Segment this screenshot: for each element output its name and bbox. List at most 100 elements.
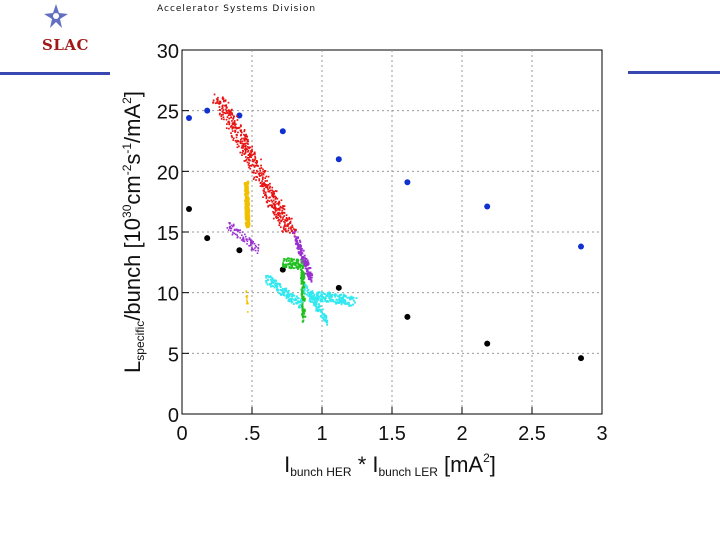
data-point: [245, 238, 248, 240]
data-point: [335, 284, 342, 291]
data-point: [304, 267, 307, 270]
data-point: [244, 134, 246, 137]
data-point: [294, 297, 297, 300]
data-point: [250, 239, 253, 242]
data-point: [264, 193, 267, 196]
data-point: [279, 292, 282, 295]
data-point: [323, 315, 326, 318]
data-point: [300, 282, 303, 285]
data-point: [246, 140, 249, 142]
data-point: [278, 282, 281, 285]
data-point: [287, 263, 289, 266]
data-point: [314, 303, 317, 306]
x-tick-label: 0: [176, 423, 187, 445]
data-point: [245, 291, 248, 294]
data-point: [307, 262, 310, 265]
data-point: [290, 258, 293, 261]
data-point: [304, 264, 307, 267]
data-point: [227, 101, 230, 104]
data-point: [229, 126, 232, 128]
data-point: [242, 238, 244, 241]
data-point: [276, 212, 279, 214]
data-point: [323, 297, 325, 300]
data-point: [404, 313, 411, 320]
data-point: [291, 295, 294, 298]
data-point: [232, 126, 234, 128]
data-point: [266, 278, 269, 281]
data-point: [251, 158, 254, 161]
data-point: [243, 143, 246, 145]
data-point: [282, 292, 285, 295]
data-point: [230, 227, 232, 229]
data-point: [233, 232, 236, 235]
data-point: [242, 149, 244, 152]
data-point: [318, 303, 320, 306]
data-point: [287, 218, 289, 220]
y-tick-label: 15: [157, 223, 179, 245]
data-point: [293, 299, 296, 302]
data-point: [300, 298, 303, 301]
data-point: [306, 272, 309, 275]
data-point: [250, 154, 252, 157]
data-point: [320, 296, 323, 299]
data-point: [341, 296, 344, 299]
data-point: [241, 152, 244, 154]
data-point: [578, 355, 584, 362]
data-point: [246, 297, 248, 299]
data-point: [271, 277, 274, 280]
data-point: [336, 298, 339, 301]
data-point: [228, 226, 231, 228]
data-point: [274, 282, 277, 285]
data-point: [249, 146, 252, 149]
data-point: [319, 308, 322, 311]
data-point: [216, 102, 219, 104]
data-point: [323, 292, 326, 295]
data-point: [243, 153, 246, 156]
data-point: [282, 227, 285, 229]
data-point: [256, 161, 258, 163]
data-point: [269, 189, 272, 192]
data-point: [300, 249, 303, 252]
data-point: [262, 185, 265, 188]
data-point: [279, 212, 282, 215]
data-point: [307, 288, 310, 291]
data-point: [307, 294, 310, 297]
data-point: [283, 225, 286, 228]
data-point: [236, 247, 243, 254]
data-point: [299, 254, 302, 257]
data-point: [307, 278, 310, 281]
data-point: [310, 296, 313, 298]
data-point: [295, 237, 298, 240]
data-point: [286, 219, 289, 222]
data-point: [236, 119, 239, 121]
data-point: [277, 216, 280, 219]
data-point: [219, 112, 221, 115]
data-point: [340, 303, 343, 306]
data-point: [301, 309, 304, 312]
data-point: [225, 105, 228, 108]
data-point: [228, 222, 230, 224]
data-point: [322, 317, 325, 320]
data-point: [239, 134, 242, 137]
data-point: [302, 285, 305, 288]
data-point: [236, 146, 239, 149]
data-point: [283, 220, 285, 223]
data-point: [331, 299, 334, 301]
data-point: [316, 306, 319, 309]
data-point: [312, 295, 315, 298]
data-point: [246, 146, 249, 148]
data-point: [240, 146, 243, 149]
data-point: [304, 284, 307, 287]
data-point: [265, 281, 268, 284]
data-point: [348, 296, 351, 299]
data-point: [227, 110, 230, 112]
data-point: [281, 230, 284, 233]
data-point: [295, 259, 298, 262]
data-point: [291, 232, 294, 235]
data-point: [245, 183, 248, 186]
data-point: [265, 197, 268, 200]
data-point: [262, 173, 265, 176]
data-point: [231, 120, 233, 122]
data-point: [284, 287, 286, 290]
data-point: [246, 161, 249, 164]
